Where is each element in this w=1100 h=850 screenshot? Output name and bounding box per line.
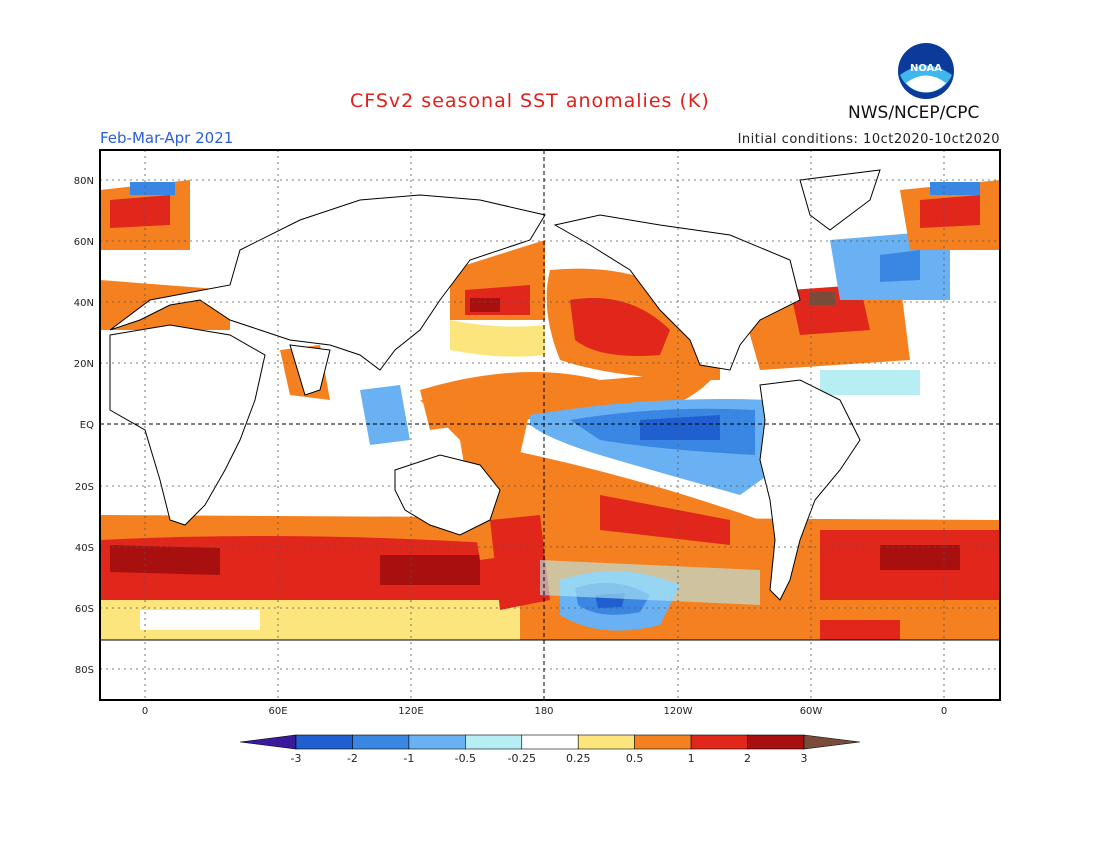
lat-labels: 80N 60N 40N 20N EQ 20S 40S 60S 80S: [74, 176, 94, 676]
legend-tick-label: 2: [744, 752, 751, 765]
legend-tick-label: 3: [801, 752, 808, 765]
legend-tick-label: 0.25: [566, 752, 591, 765]
lat-label: 80N: [74, 176, 94, 187]
lon-label: 0: [142, 706, 148, 717]
map-frame: [99, 149, 1001, 701]
legend-swatch: [747, 734, 805, 750]
lat-label: 60S: [75, 604, 94, 615]
lon-label: 60E: [268, 706, 287, 717]
legend-swatch: [295, 734, 353, 750]
legend-min-arrow: [239, 734, 297, 750]
legend-swatch: [634, 734, 692, 750]
legend-swatch: [690, 734, 748, 750]
lat-label: 20N: [74, 359, 94, 370]
legend-max-arrow: [803, 734, 861, 750]
agency-label: NWS/NCEP/CPC: [848, 103, 980, 123]
lon-label: 0: [941, 706, 947, 717]
lon-label: 60W: [800, 706, 823, 717]
color-legend: -3 -2 -1 -0.5 -0.25 0.25 0.5 1 2 3: [239, 734, 861, 765]
lon-labels: 0 60E 120E 180 120W 60W 0: [142, 706, 947, 717]
chart-title: CFSv2 seasonal SST anomalies (K): [350, 90, 710, 112]
legend-tick-label: 1: [688, 752, 695, 765]
lon-label: 180: [534, 706, 553, 717]
lon-label: 120W: [664, 706, 693, 717]
legend-tick-label: -0.5: [455, 752, 476, 765]
coastlines: [100, 169, 1000, 700]
forecast-period: Feb-Mar-Apr 2021: [100, 129, 234, 147]
legend-tick-label: 0.5: [626, 752, 644, 765]
lat-label: 40N: [74, 298, 94, 309]
legend-swatch: [352, 734, 410, 750]
legend-swatch: [408, 734, 466, 750]
lat-label: 60N: [74, 237, 94, 248]
legend-tick-label: -1: [403, 752, 414, 765]
lat-label: EQ: [80, 420, 94, 431]
lat-label: 20S: [75, 482, 94, 493]
lat-label: 40S: [75, 543, 94, 554]
anomaly-field: [100, 150, 1000, 700]
initial-conditions: Initial conditions: 10ct2020-10ct2020: [737, 132, 1000, 147]
legend-swatch: [521, 734, 579, 750]
lat-label: 80S: [75, 665, 94, 676]
lon-label: 120E: [398, 706, 423, 717]
legend-tick-label: -3: [291, 752, 302, 765]
noaa-logo: NOAA: [897, 42, 955, 100]
logo-text: NOAA: [910, 63, 942, 74]
legend-tick-label: -0.25: [508, 752, 536, 765]
legend-swatch: [465, 734, 523, 750]
legend-swatch: [577, 734, 635, 750]
equator-dateline: [100, 150, 1000, 700]
legend-tick-label: -2: [347, 752, 358, 765]
graticule: [100, 150, 1000, 700]
